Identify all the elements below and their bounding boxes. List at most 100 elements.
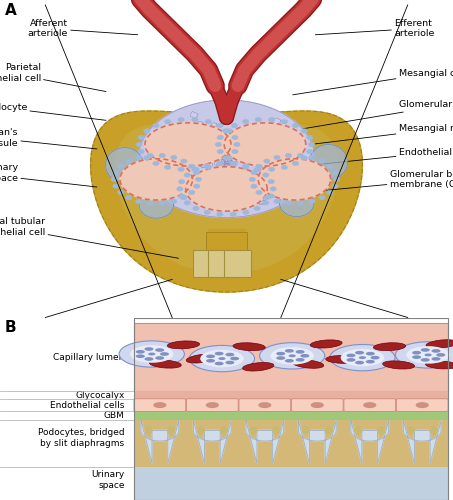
Ellipse shape: [326, 356, 358, 364]
Bar: [134, 412, 448, 420]
Polygon shape: [280, 190, 314, 216]
Ellipse shape: [373, 343, 406, 350]
Circle shape: [274, 155, 280, 160]
Ellipse shape: [292, 360, 324, 368]
Polygon shape: [257, 200, 266, 204]
Polygon shape: [210, 152, 218, 158]
Polygon shape: [227, 160, 235, 166]
Circle shape: [230, 212, 236, 216]
Circle shape: [217, 124, 223, 128]
Polygon shape: [116, 124, 337, 273]
Circle shape: [359, 356, 366, 359]
Circle shape: [231, 161, 238, 166]
Bar: [134, 398, 448, 411]
Circle shape: [193, 168, 199, 172]
Polygon shape: [141, 420, 179, 464]
Polygon shape: [197, 175, 204, 180]
Circle shape: [301, 128, 308, 133]
FancyBboxPatch shape: [344, 398, 395, 411]
Circle shape: [307, 150, 313, 154]
Text: Capillary lumen: Capillary lumen: [53, 352, 125, 362]
Polygon shape: [286, 156, 294, 160]
FancyBboxPatch shape: [193, 250, 220, 277]
Circle shape: [254, 168, 260, 172]
Ellipse shape: [363, 402, 376, 408]
Polygon shape: [145, 123, 231, 166]
Polygon shape: [200, 162, 208, 168]
Polygon shape: [215, 202, 224, 208]
Circle shape: [249, 177, 255, 182]
Polygon shape: [280, 146, 288, 152]
Polygon shape: [255, 167, 264, 172]
Circle shape: [297, 201, 304, 205]
Polygon shape: [241, 142, 246, 148]
Ellipse shape: [415, 402, 429, 408]
Polygon shape: [106, 148, 144, 182]
Polygon shape: [268, 151, 276, 156]
Polygon shape: [287, 182, 295, 188]
Polygon shape: [219, 142, 226, 147]
Polygon shape: [220, 155, 228, 159]
Circle shape: [226, 156, 232, 160]
Polygon shape: [138, 100, 315, 218]
Polygon shape: [235, 132, 245, 138]
Circle shape: [159, 201, 165, 205]
Polygon shape: [270, 130, 279, 137]
Circle shape: [204, 210, 210, 214]
FancyBboxPatch shape: [224, 250, 251, 277]
Polygon shape: [191, 112, 198, 117]
Circle shape: [184, 200, 190, 205]
Circle shape: [217, 212, 223, 216]
Ellipse shape: [383, 361, 414, 369]
Polygon shape: [294, 168, 304, 173]
Polygon shape: [161, 132, 169, 138]
Ellipse shape: [302, 426, 310, 434]
Polygon shape: [166, 140, 173, 146]
Bar: [134, 323, 448, 392]
Circle shape: [251, 170, 257, 175]
Circle shape: [217, 161, 223, 166]
FancyBboxPatch shape: [208, 250, 236, 277]
Circle shape: [231, 124, 238, 128]
Circle shape: [270, 186, 276, 191]
Circle shape: [155, 356, 164, 360]
Polygon shape: [230, 156, 239, 162]
Polygon shape: [277, 138, 284, 142]
Text: Parietal
epithelial cell: Parietal epithelial cell: [0, 64, 106, 92]
Circle shape: [125, 196, 132, 200]
Circle shape: [327, 190, 333, 194]
Circle shape: [268, 194, 275, 198]
Circle shape: [138, 135, 144, 140]
Polygon shape: [258, 199, 268, 204]
Circle shape: [177, 186, 183, 191]
Circle shape: [225, 360, 234, 364]
Circle shape: [285, 154, 292, 158]
Circle shape: [153, 124, 159, 128]
Circle shape: [256, 164, 262, 168]
FancyBboxPatch shape: [239, 398, 291, 411]
Polygon shape: [157, 177, 165, 184]
Circle shape: [178, 194, 185, 198]
Text: Afferent
arteriole: Afferent arteriole: [28, 19, 138, 38]
Polygon shape: [218, 159, 226, 165]
Circle shape: [330, 344, 395, 371]
Circle shape: [327, 164, 333, 168]
Polygon shape: [224, 123, 306, 166]
Text: Podocytes, bridged
by slit diaphragms: Podocytes, bridged by slit diaphragms: [38, 428, 125, 448]
Polygon shape: [223, 156, 231, 162]
Ellipse shape: [233, 343, 265, 350]
Polygon shape: [224, 159, 232, 164]
Text: Glycocalyx: Glycocalyx: [75, 390, 125, 400]
Circle shape: [136, 354, 145, 358]
Circle shape: [230, 356, 239, 360]
Circle shape: [242, 120, 249, 124]
Text: Urinary
(Bowman's) space: Urinary (Bowman's) space: [0, 164, 97, 187]
Circle shape: [347, 358, 356, 362]
Polygon shape: [186, 159, 195, 166]
Circle shape: [193, 184, 200, 188]
Circle shape: [412, 356, 421, 359]
Circle shape: [188, 164, 195, 168]
Polygon shape: [255, 192, 262, 198]
Circle shape: [118, 190, 124, 194]
Circle shape: [406, 346, 450, 364]
